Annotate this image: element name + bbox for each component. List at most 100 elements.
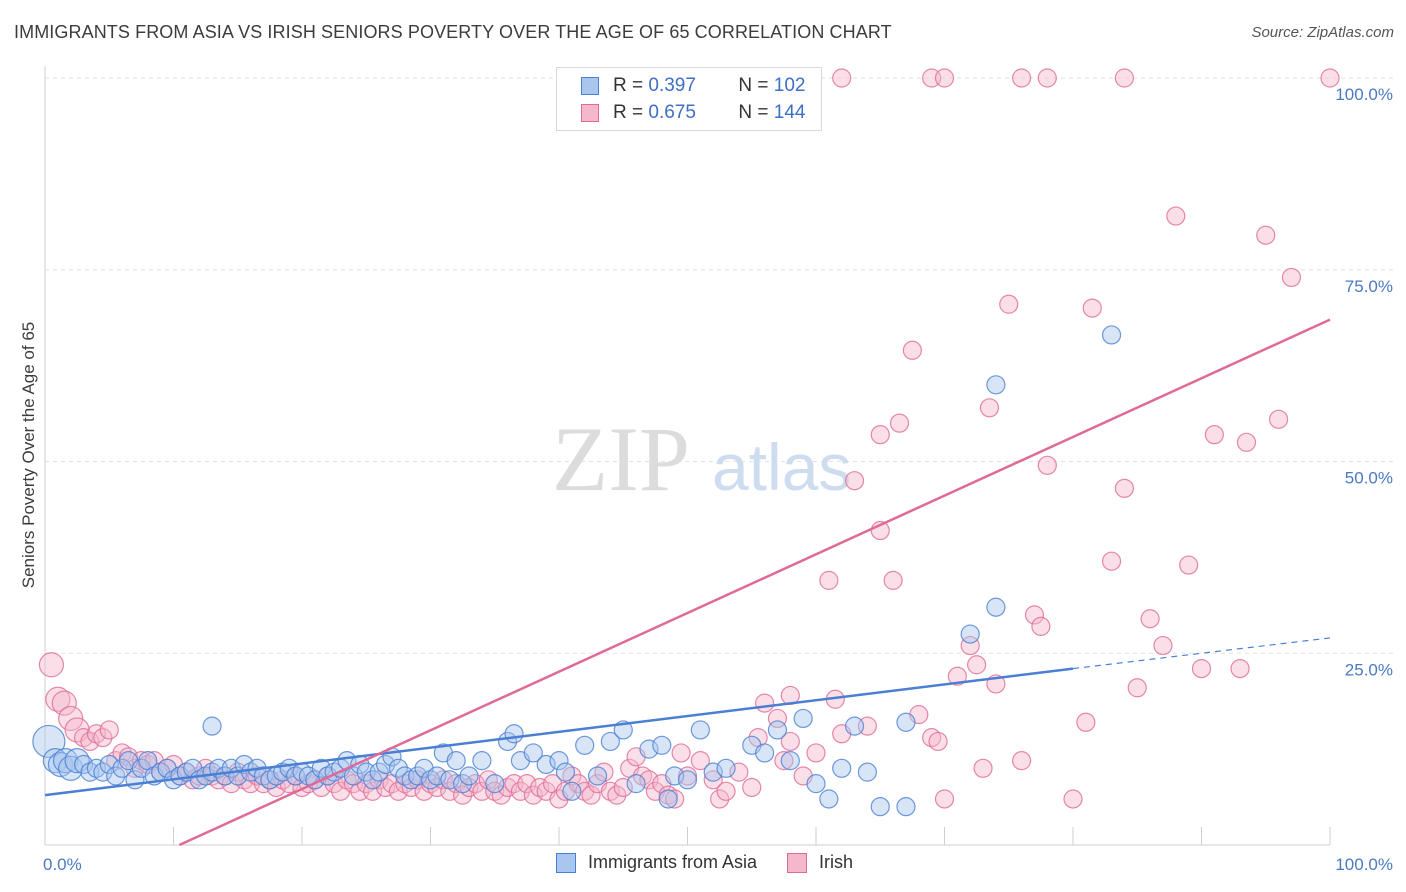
irish-swatch — [581, 104, 599, 122]
asia-point — [896, 797, 916, 817]
irish-point — [967, 655, 987, 675]
bottom-legend-irish[interactable]: Irish — [787, 852, 853, 873]
y-tick-label: 75.0% — [1345, 277, 1393, 296]
irish-point — [1082, 298, 1102, 318]
asia-point — [652, 735, 672, 755]
irish-point — [979, 398, 1000, 418]
irish-point — [1011, 751, 1032, 771]
irish-point — [710, 789, 730, 809]
asia-point — [754, 743, 775, 763]
asia-point — [562, 781, 582, 801]
irish-point — [517, 774, 537, 794]
asia-point — [504, 724, 524, 744]
asia-point — [42, 748, 68, 774]
asia-point — [690, 720, 710, 740]
asia-point — [844, 716, 865, 736]
legend-r-value: 0.675 — [648, 102, 696, 123]
irish-point — [1153, 635, 1173, 656]
asia-point — [32, 724, 66, 759]
asia-point — [369, 762, 389, 782]
watermark-zip: ZIP — [552, 408, 690, 510]
asia-point — [363, 770, 383, 790]
irish-point — [870, 425, 890, 445]
irish-point — [453, 785, 473, 805]
irish-point — [1037, 455, 1057, 475]
irish-point — [934, 68, 955, 88]
y-tick-label: 50.0% — [1345, 469, 1393, 488]
asia-point — [658, 789, 678, 809]
watermark-atlas: atlas — [712, 430, 851, 504]
irish-point — [729, 762, 749, 782]
asia-point — [665, 766, 685, 786]
irish-point — [703, 770, 723, 790]
asia-point — [677, 770, 698, 790]
irish-point — [1114, 68, 1135, 88]
irish-point — [832, 68, 852, 88]
irish-point — [889, 413, 910, 433]
bottom-legend-irish-label: Irish — [819, 852, 854, 872]
irish-point — [665, 789, 685, 809]
bottom-legend-asia[interactable]: Immigrants from Asia — [556, 852, 757, 873]
irish-point — [1166, 206, 1186, 226]
irish-point — [1031, 616, 1051, 637]
irish-point — [491, 785, 511, 805]
irish-point — [767, 708, 788, 729]
asia-point — [440, 770, 460, 790]
asia-point — [780, 751, 800, 771]
irish-point — [1140, 609, 1160, 629]
irish-point — [819, 570, 839, 590]
irish-point — [902, 340, 922, 360]
asia-swatch — [581, 77, 599, 95]
asia-point — [896, 712, 916, 732]
irish-point — [45, 686, 71, 712]
asia-point — [986, 597, 1006, 617]
asia-point — [819, 789, 839, 809]
irish-point — [1179, 555, 1199, 575]
asia-point — [549, 751, 569, 771]
irish-point — [774, 751, 794, 771]
irish-point — [1127, 678, 1147, 698]
legend-n-value: 102 — [773, 75, 806, 96]
asia-point — [575, 735, 595, 755]
asia-point — [857, 762, 878, 782]
asia-points — [32, 325, 1122, 817]
asia-point — [73, 754, 94, 775]
asia-point — [485, 774, 505, 794]
legend-r-value: 0.397 — [648, 75, 696, 96]
asia-point — [311, 758, 331, 778]
irish-point — [38, 652, 65, 678]
y-tick-label: 25.0% — [1345, 660, 1393, 679]
asia-point — [93, 762, 113, 782]
irish-point — [80, 731, 100, 752]
asia-point — [112, 758, 132, 778]
x-tick-labels: 0.0% 100.0% — [43, 855, 1393, 874]
asia-point — [703, 762, 723, 782]
y-axis-label: Seniors Poverty Over the Age of 65 — [19, 322, 38, 588]
x-tick-label: 0.0% — [43, 855, 82, 874]
source-label: Source: ZipAtlas.com — [1251, 24, 1394, 41]
irish-point — [934, 789, 955, 809]
irish-point — [806, 743, 826, 763]
asia-point — [446, 751, 466, 771]
asia-point — [202, 716, 222, 736]
asia-point — [47, 751, 74, 778]
watermark: ZIP atlas — [552, 408, 851, 510]
irish-point — [716, 781, 736, 801]
irish-point — [883, 570, 903, 590]
irish-point — [1230, 658, 1250, 679]
irish-point — [1037, 68, 1057, 88]
bottom-legend-asia-label: Immigrants from Asia — [588, 852, 758, 872]
chart-title: IMMIGRANTS FROM ASIA VS IRISH SENIORS PO… — [14, 22, 892, 42]
asia-point — [587, 766, 608, 786]
asia-point — [388, 758, 408, 778]
asia-point — [716, 758, 736, 778]
asia-point — [600, 731, 621, 752]
y-tick-label: 100.0% — [1335, 85, 1393, 104]
asia-point — [626, 774, 646, 794]
irish-point — [221, 774, 241, 794]
bottom-legend: Immigrants from Asia Irish — [556, 852, 883, 873]
irish-point — [754, 693, 775, 713]
x-tick-label: 100.0% — [1335, 855, 1393, 874]
irish-point — [1320, 68, 1340, 88]
